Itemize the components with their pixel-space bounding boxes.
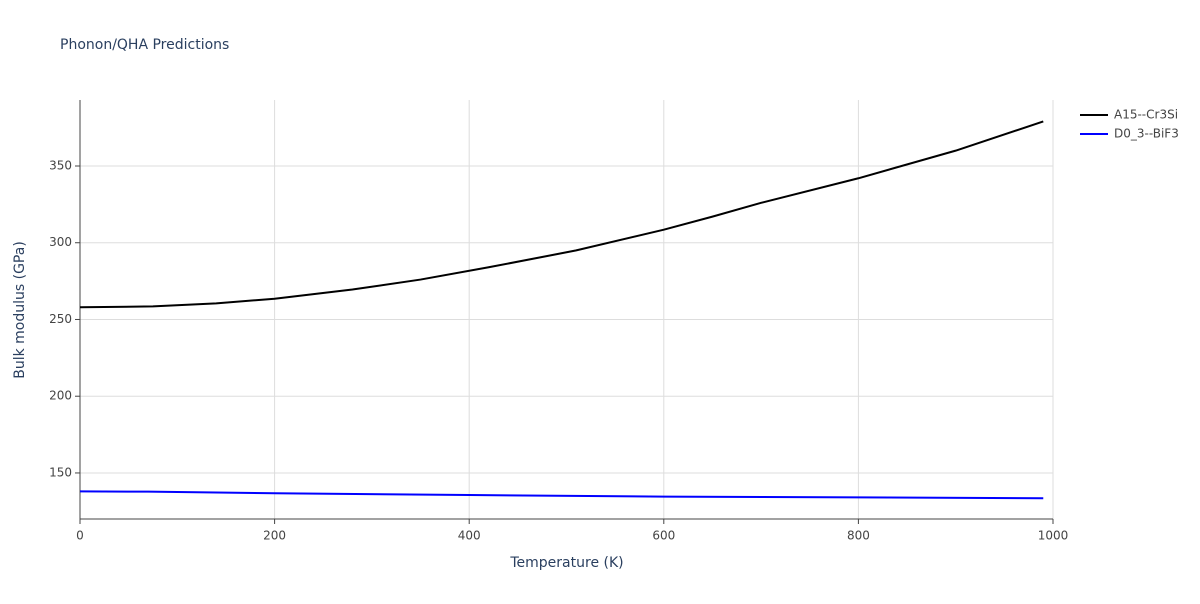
x-tick-label: 0	[76, 529, 84, 543]
x-axis-title: Temperature (K)	[509, 555, 623, 571]
y-tick-label: 300	[49, 235, 72, 249]
y-tick-label: 200	[49, 389, 72, 403]
x-tick-label: 1000	[1038, 529, 1069, 543]
x-tick-label: 200	[263, 529, 286, 543]
x-tick-label: 800	[847, 529, 870, 543]
line-series	[79, 120, 1044, 309]
y-tick-label: 150	[49, 465, 72, 479]
x-tick-label: 400	[458, 529, 481, 543]
legend-label: A15--Cr3Si	[1114, 108, 1178, 122]
line-series	[79, 490, 1044, 500]
legend-label: D0_3--BiF3	[1114, 127, 1179, 141]
chart-title: Phonon/QHA Predictions	[60, 37, 229, 53]
y-axis-title: Bulk modulus (GPa)	[12, 241, 28, 379]
x-tick-label: 600	[652, 529, 675, 543]
y-tick-label: 250	[49, 312, 72, 326]
y-tick-label: 350	[49, 158, 72, 172]
